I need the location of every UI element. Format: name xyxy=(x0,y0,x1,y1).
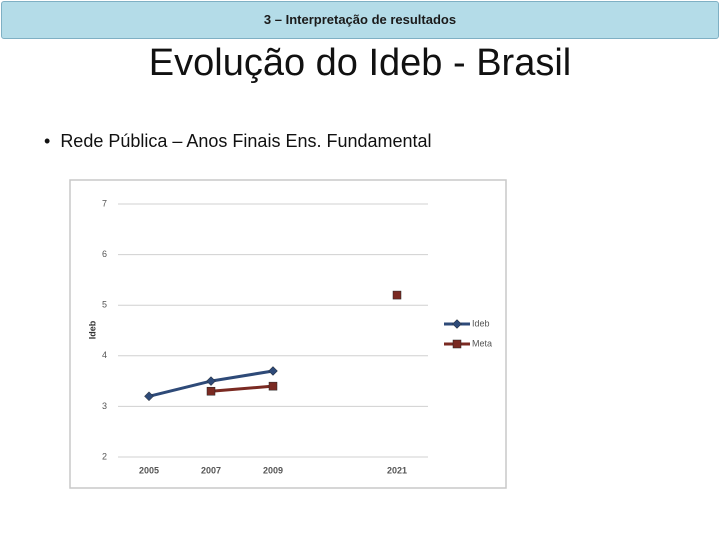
x-tick-label: 2005 xyxy=(139,465,159,475)
data-point xyxy=(206,386,216,396)
y-tick-label: 7 xyxy=(102,198,107,208)
data-point xyxy=(268,366,278,376)
chart-frame xyxy=(69,179,507,489)
legend-marker xyxy=(452,339,462,349)
y-axis-label: Ideb xyxy=(87,320,97,339)
y-tick-label: 2 xyxy=(102,451,107,461)
data-point xyxy=(392,290,402,300)
y-tick-label: 3 xyxy=(102,401,107,411)
data-point xyxy=(144,391,154,402)
y-tick-label: 5 xyxy=(102,300,107,310)
legend-label: Ideb xyxy=(472,318,490,328)
y-tick-label: 4 xyxy=(102,350,107,360)
x-tick-label: 2007 xyxy=(201,465,221,475)
bullet-text: Rede Pública – Anos Finais Ens. Fundamen… xyxy=(60,131,432,151)
x-tick-label: 2009 xyxy=(263,465,283,475)
legend-label: Meta xyxy=(472,338,492,348)
data-point xyxy=(206,376,216,386)
slide-title: Evolução do Ideb - Brasil xyxy=(148,42,572,84)
x-tick-label: 2021 xyxy=(387,465,407,475)
legend-marker xyxy=(452,319,462,329)
data-point xyxy=(268,381,278,391)
header-bar: 3 – Interpretação de resultados xyxy=(1,1,719,39)
bullet-item: • Rede Pública – Anos Finais Ens. Fundam… xyxy=(44,131,432,151)
y-tick-label: 6 xyxy=(102,249,107,259)
